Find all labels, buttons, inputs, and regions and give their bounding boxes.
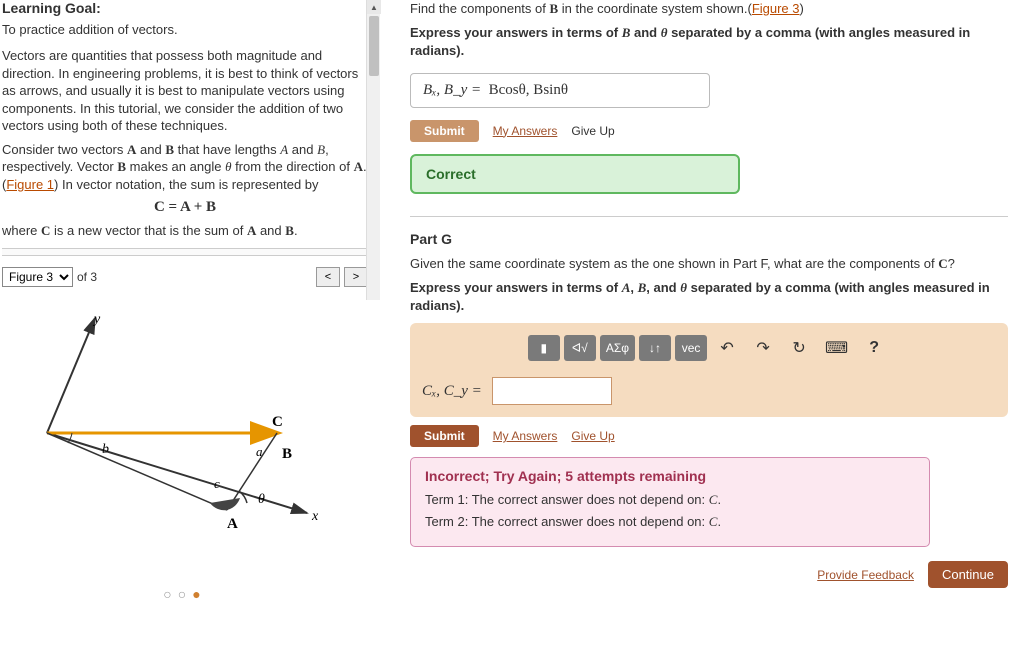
partf-give-up-button[interactable]: Give Up [571,124,614,138]
tool-help-button[interactable]: ? [858,335,890,361]
figure-count: of 3 [77,270,97,284]
goal-body-2: Consider two vectors A and B that have l… [2,141,368,194]
goal-body-1: Vectors are quantities that possess both… [2,47,368,135]
partf-question: Find the components of B in the coordina… [410,0,1008,18]
partg-incorrect-feedback: Incorrect; Try Again; 5 attempts remaini… [410,457,930,547]
partg-lhs-label: Cₓ, C_y = [422,383,482,400]
figure-prev-button[interactable]: < [316,267,340,287]
partf-correct-feedback: Correct [410,154,740,194]
incorrect-term-1: Term 1: The correct answer does not depe… [425,492,915,508]
svg-text:y: y [92,312,101,327]
incorrect-term-2: Term 2: The correct answer does not depe… [425,514,915,530]
figure-diagram: y x C A B b θ a c [2,298,362,578]
svg-text:a: a [256,444,263,459]
learning-goal-subtitle: To practice addition of vectors. [2,22,368,37]
tool-greek-button[interactable]: ΑΣφ [600,335,635,361]
figure-next-button[interactable]: > [344,267,368,287]
goal-body-3: where C is a new vector that is the sum … [2,222,368,240]
continue-button[interactable]: Continue [928,561,1008,588]
partg-answer-input[interactable] [492,377,612,405]
provide-feedback-link[interactable]: Provide Feedback [817,568,914,582]
figure-3-link[interactable]: Figure 3 [752,1,800,16]
partg-question: Given the same coordinate system as the … [410,255,1008,273]
partg-instructions: Express your answers in terms of A, B, a… [410,279,1008,315]
scroll-up-icon[interactable]: ▲ [367,0,381,14]
tool-template-button[interactable]: ▮ [528,335,560,361]
svg-text:b: b [102,442,109,457]
tool-reset-button[interactable]: ↻ [783,335,815,361]
partf-my-answers-button[interactable]: My Answers [493,124,558,138]
partg-title: Part G [410,216,1008,247]
tool-undo-button[interactable]: ↶ [711,335,743,361]
svg-text:θ: θ [258,492,265,507]
svg-text:c: c [214,476,220,491]
tool-root-button[interactable]: ᐊ√ [564,335,596,361]
svg-text:x: x [311,509,319,524]
learning-goal-title: Learning Goal: [2,0,368,16]
svg-text:B: B [282,446,292,462]
tool-redo-button[interactable]: ↷ [747,335,779,361]
partg-my-answers-button[interactable]: My Answers [493,429,558,443]
equation: C = A + B [2,199,368,216]
partf-instructions: Express your answers in terms of B and θ… [410,24,1008,60]
partg-give-up-button[interactable]: Give Up [571,429,614,443]
partf-answer-display: Bₓ, B_y = Bcosθ, Bsinθ [410,73,710,108]
tool-sort-button[interactable]: ↓↑ [639,335,671,361]
svg-text:A: A [227,516,238,532]
tool-keyboard-button[interactable]: ⌨ [819,335,854,361]
incorrect-title: Incorrect; Try Again; 5 attempts remaini… [425,468,915,484]
equation-editor-panel: ▮ ᐊ√ ΑΣφ ↓↑ vec ↶ ↷ ↻ ⌨ ? Cₓ, C_y = [410,323,1008,417]
scrollbar[interactable]: ▲ [366,0,380,300]
figure-select[interactable]: Figure 3 [2,267,73,287]
partf-submit-button[interactable]: Submit [410,120,479,142]
tool-vec-button[interactable]: vec [675,335,707,361]
partg-submit-button[interactable]: Submit [410,425,479,447]
svg-text:C: C [272,414,283,430]
figure-1-link[interactable]: Figure 1 [6,177,54,192]
scroll-thumb[interactable] [369,16,379,76]
figure-pager-dots[interactable]: ○○● [2,586,368,602]
panel-divider[interactable] [2,248,368,256]
